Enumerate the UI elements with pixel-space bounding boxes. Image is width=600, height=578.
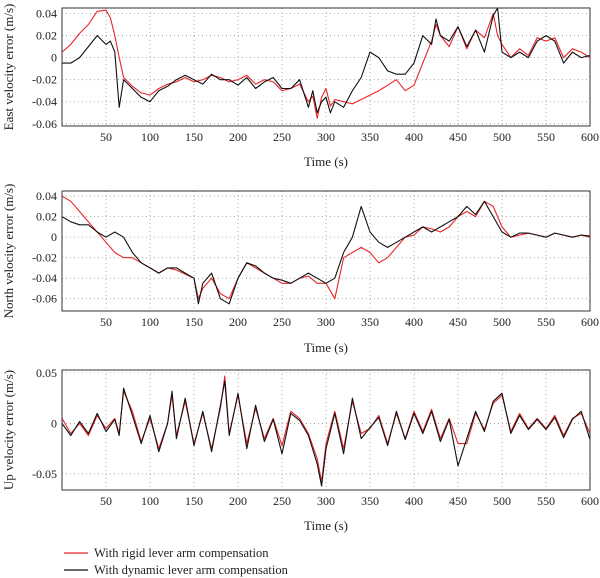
north-ytick-label-5: 0.04 [36, 189, 57, 203]
up-xtick-label-5: 300 [317, 494, 335, 508]
up-ytick-label-0: -0.05 [32, 467, 57, 481]
east-plot-frame [61, 7, 591, 127]
north-xtick-label-10: 550 [537, 315, 555, 329]
north-xtick-label-11: 600 [581, 315, 599, 329]
east-xtick-label-10: 550 [537, 130, 555, 144]
east-xtick-label-3: 200 [229, 130, 247, 144]
legend-label-dynamic: With dynamic lever arm compensation [94, 563, 289, 577]
east-series-dynamic [62, 8, 590, 114]
up-ytick-label-2: 0.05 [36, 366, 57, 380]
east-xtick-label-4: 250 [273, 130, 291, 144]
up-xtick-label-11: 600 [581, 494, 599, 508]
north-xtick-label-5: 300 [317, 315, 335, 329]
east-ytick-label-3: 0 [51, 51, 57, 65]
east-xtick-label-6: 350 [361, 130, 379, 144]
east-xtick-label-5: 300 [317, 130, 335, 144]
up-xtick-label-10: 550 [537, 494, 555, 508]
up-plot-frame [61, 369, 591, 491]
up-xtick-label-1: 100 [141, 494, 159, 508]
east-ytick-label-5: 0.04 [36, 7, 57, 21]
up-xtick-label-3: 200 [229, 494, 247, 508]
east-xtick-label-7: 400 [405, 130, 423, 144]
north-ytick-label-1: -0.04 [32, 271, 57, 285]
north-plot-frame [61, 190, 591, 312]
east-series-rigid [62, 9, 590, 119]
east-xtick-label-0: 50 [100, 130, 112, 144]
north-xtick-label-7: 400 [405, 315, 423, 329]
north-ytick-label-3: 0 [51, 230, 57, 244]
east-ytick-label-4: 0.02 [36, 29, 57, 43]
north-xaxis-title: Time (s) [304, 340, 348, 355]
north-xtick-label-3: 200 [229, 315, 247, 329]
east-ytick-label-2: -0.02 [32, 73, 57, 87]
north-xtick-label-1: 100 [141, 315, 159, 329]
legend: With rigid lever arm compensation With d… [64, 546, 289, 577]
up-xtick-label-8: 450 [449, 494, 467, 508]
north-xtick-label-6: 350 [361, 315, 379, 329]
up-series-dynamic [62, 380, 590, 487]
north-xtick-label-2: 150 [185, 315, 203, 329]
up-xtick-label-9: 500 [493, 494, 511, 508]
north-series-dynamic [62, 200, 590, 305]
north-xtick-label-4: 250 [273, 315, 291, 329]
up-xtick-label-7: 400 [405, 494, 423, 508]
north-xtick-label-9: 500 [493, 315, 511, 329]
east-xtick-label-9: 500 [493, 130, 511, 144]
up-chart: 50 100 150 200 250 300 350 400 450 500 550 600 -0.05… [1, 366, 599, 533]
north-ytick-label-0: -0.06 [32, 292, 57, 306]
east-yaxis-title: East velocity error (m/s) [1, 4, 16, 131]
east-ytick-label-0: -0.06 [32, 117, 57, 131]
legend-label-rigid: With rigid lever arm compensation [94, 546, 269, 560]
north-yaxis-title: North velocity error (m/s) [1, 184, 16, 319]
east-xtick-label-2: 150 [185, 130, 203, 144]
north-xtick-label-0: 50 [100, 315, 112, 329]
east-chart: 50 100 150 200 250 300 350 400 450 500 550 600 -0.06… [1, 4, 599, 169]
east-ytick-label-1: -0.04 [32, 95, 57, 109]
up-xtick-label-6: 350 [361, 494, 379, 508]
north-xtick-label-8: 450 [449, 315, 467, 329]
north-ytick-label-2: -0.02 [32, 251, 57, 265]
east-xtick-label-1: 100 [141, 130, 159, 144]
north-chart: 50 100 150 200 250 300 350 400 450 500 550 600 -0.06… [1, 184, 599, 355]
up-ytick-label-1: 0 [51, 416, 57, 430]
east-xtick-label-11: 600 [581, 130, 599, 144]
up-yaxis-title: Up velocity error (m/s) [1, 370, 16, 490]
up-xtick-label-2: 150 [185, 494, 203, 508]
north-ytick-label-4: 0.02 [36, 210, 57, 224]
up-xaxis-title: Time (s) [304, 518, 348, 533]
east-xaxis-title: Time (s) [304, 154, 348, 169]
east-xtick-label-8: 450 [449, 130, 467, 144]
up-xtick-label-0: 50 [100, 494, 112, 508]
up-xtick-label-4: 250 [273, 494, 291, 508]
